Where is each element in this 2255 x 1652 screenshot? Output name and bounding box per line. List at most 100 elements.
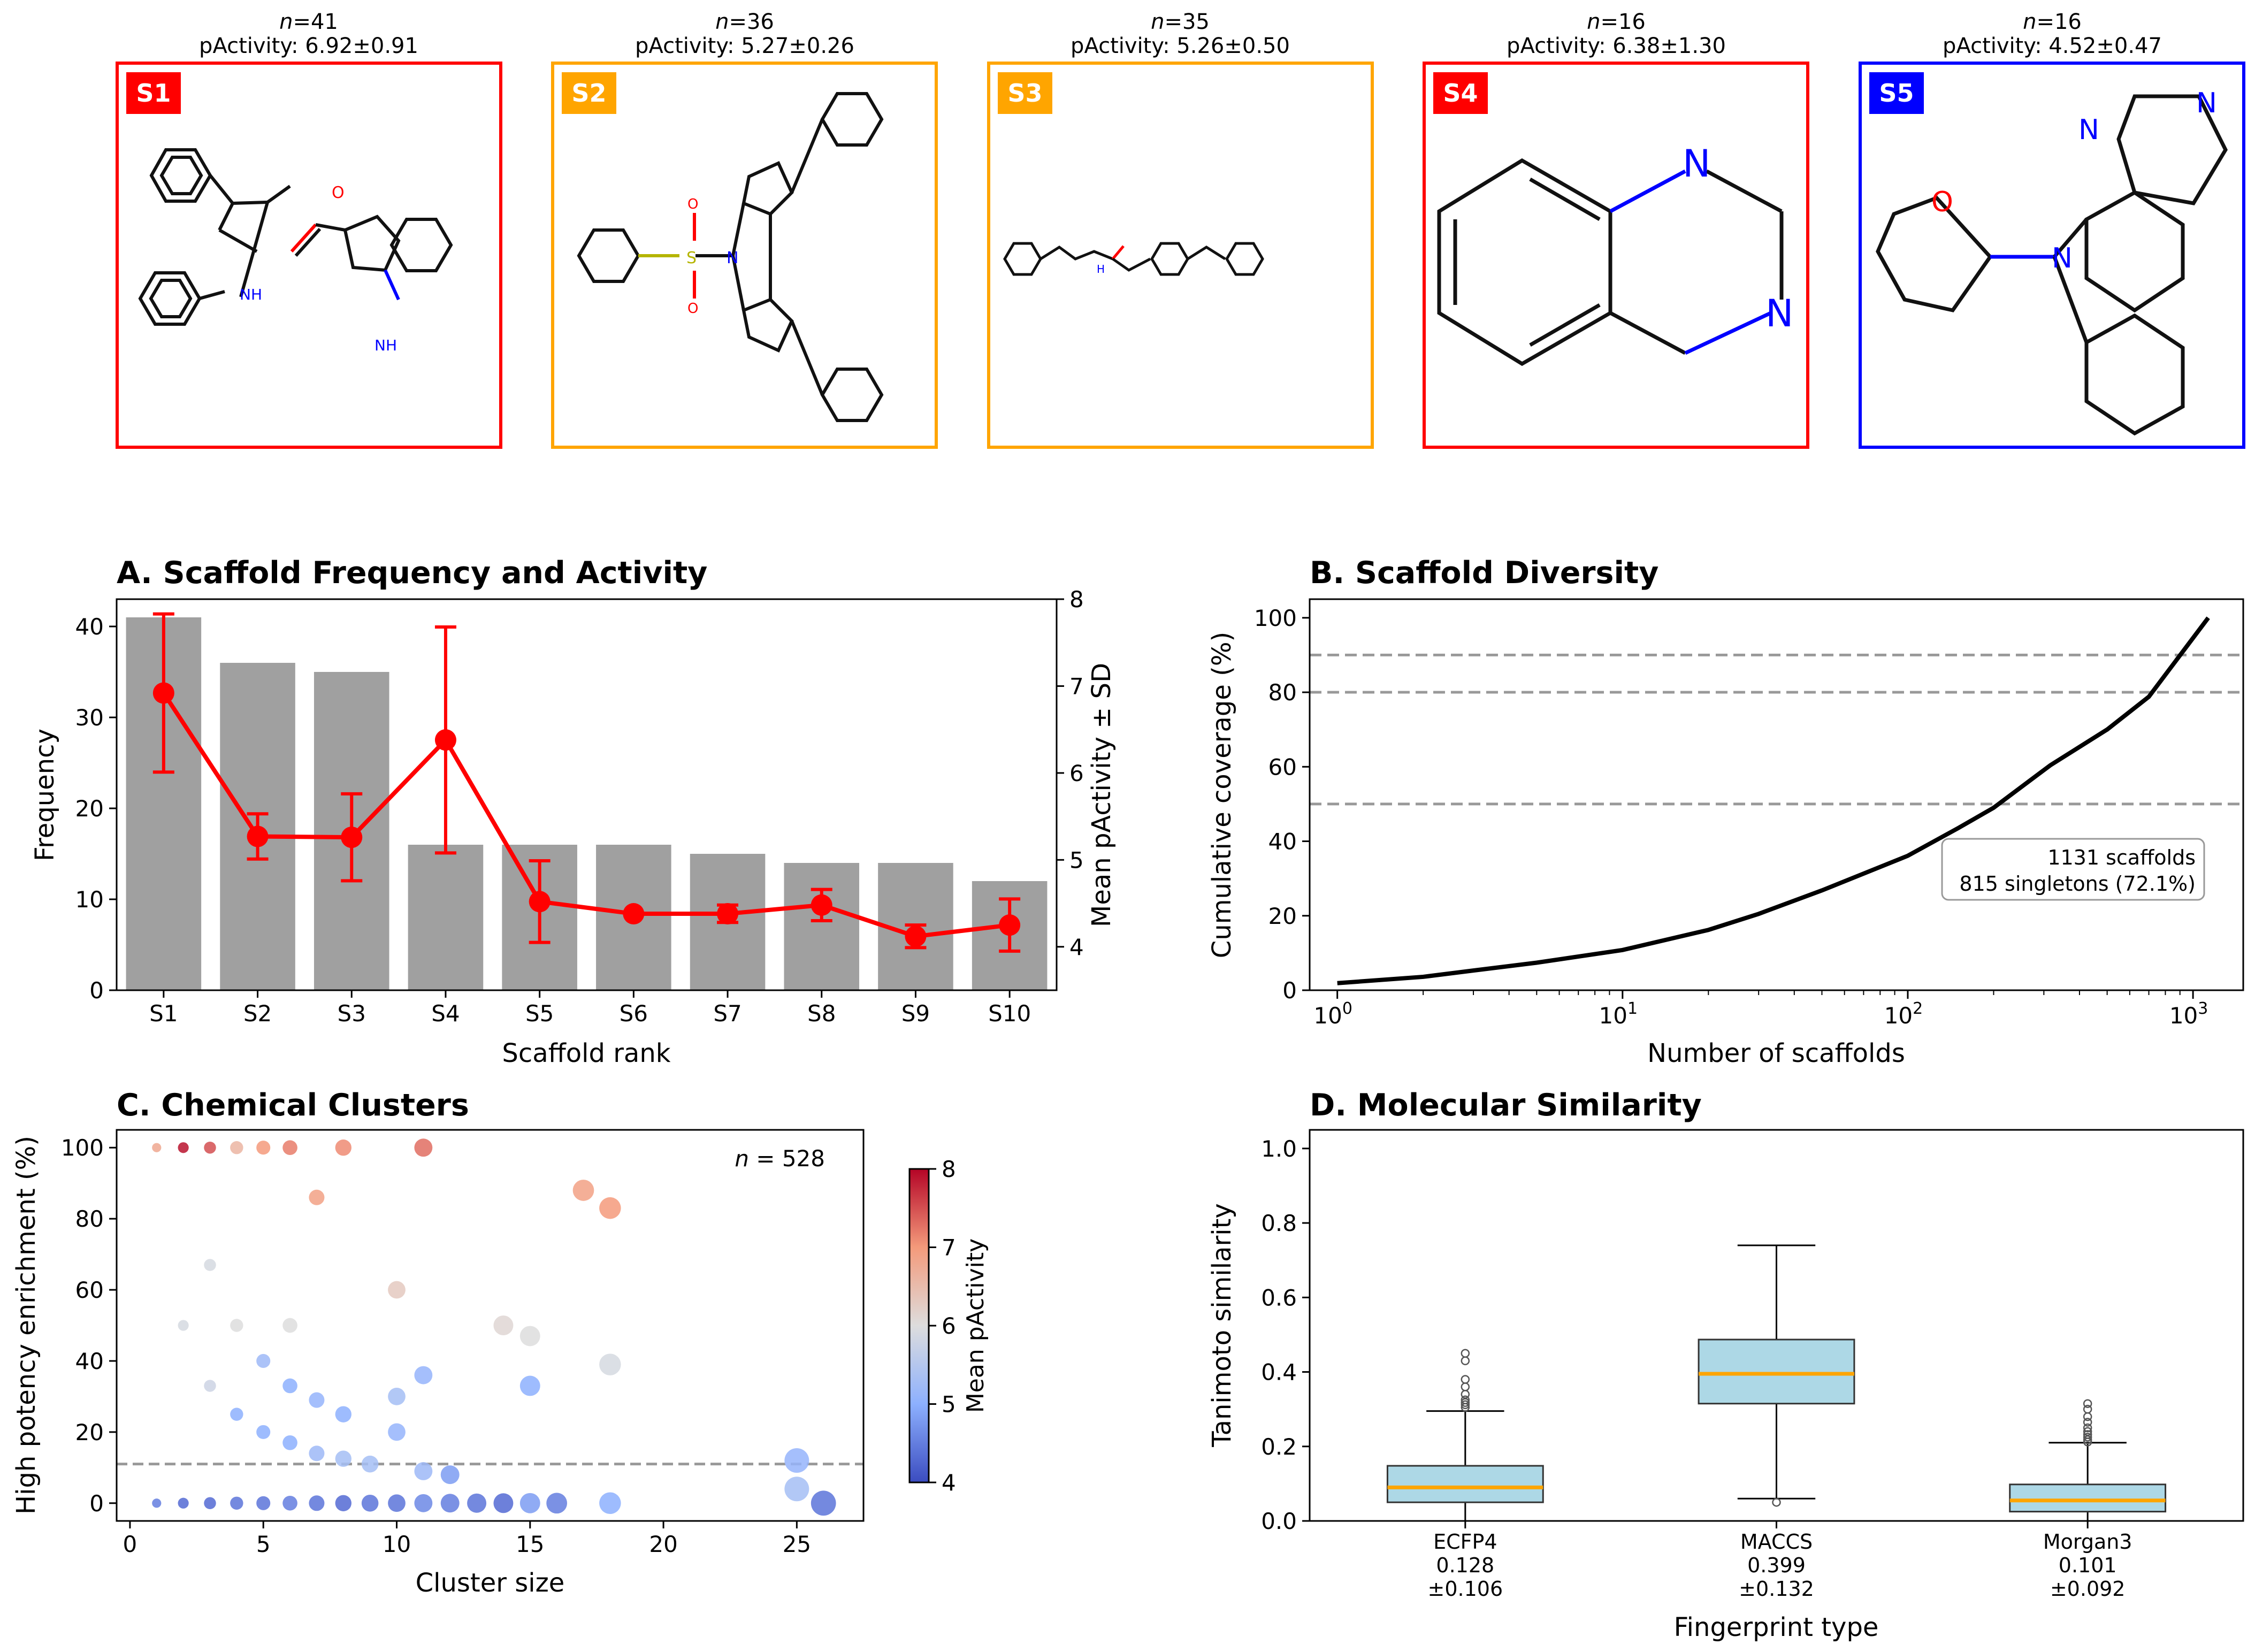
x-tick-label: S5 xyxy=(525,1000,554,1027)
y-tick-label: 80 xyxy=(75,1206,104,1232)
cluster-point xyxy=(414,1138,433,1157)
cluster-point xyxy=(230,1496,243,1510)
x-tick-mean: 0.399 xyxy=(1747,1554,1806,1577)
cluster-point xyxy=(178,1142,189,1153)
y-axis: 0 20 40 60 80 100 xyxy=(61,1135,117,1517)
scaffold-card-s5: n=16 pActivity: 4.52±0.47 S5 O N N N xyxy=(1859,10,2245,449)
activity-point xyxy=(717,903,739,925)
x-tick-label: 101 xyxy=(1599,999,1638,1029)
scaffold-card-s1: n=41 pActivity: 6.92±0.91 S1 xyxy=(116,10,502,449)
y-tick-label: 40 xyxy=(1268,829,1297,855)
cluster-point xyxy=(388,1388,406,1405)
cluster-point xyxy=(204,1497,216,1510)
svg-text:N: N xyxy=(727,249,738,267)
x-tick-label: 103 xyxy=(2169,999,2208,1029)
activity-point xyxy=(999,914,1021,936)
x-axis: 100 101 102 103 xyxy=(1313,990,2208,1029)
y-tick-right-label: 7 xyxy=(1069,673,1084,699)
y-tick-label: 10 xyxy=(75,886,104,913)
x-tick-label: S10 xyxy=(988,1000,1031,1027)
scaffold-tag xyxy=(1433,72,1488,114)
y-tick-label: 0 xyxy=(1282,977,1297,1004)
outlier-point xyxy=(1461,1395,1470,1404)
cluster-point xyxy=(519,1493,540,1513)
y-axis: 0 20 40 60 80 100 xyxy=(1254,605,1310,1004)
cluster-point xyxy=(256,1141,271,1155)
y-tick-label: 80 xyxy=(1268,679,1297,706)
cluster-point xyxy=(599,1197,621,1219)
cluster-point xyxy=(414,1366,433,1385)
cluster-point xyxy=(467,1493,487,1513)
colorbar-tick-label: 8 xyxy=(942,1156,956,1182)
outlier-point xyxy=(2083,1430,2092,1439)
x-tick-label: 20 xyxy=(649,1531,677,1557)
y-tick-label: 20 xyxy=(1268,903,1297,929)
y-tick-label: 40 xyxy=(75,1348,104,1374)
molecule-s2 xyxy=(577,92,884,422)
outlier-point xyxy=(2083,1433,2092,1442)
cluster-point xyxy=(388,1494,406,1512)
cluster-point xyxy=(440,1465,460,1485)
cluster-point xyxy=(178,1320,189,1331)
activity-point xyxy=(623,903,645,925)
scaffold-tag xyxy=(998,72,1052,114)
y-tick-label: 0.0 xyxy=(1261,1508,1297,1534)
activity-point xyxy=(341,827,363,848)
bar-series xyxy=(126,617,1048,990)
panel-a: A. Scaffold Frequency and Activity 0 10 20… xyxy=(30,555,1117,1068)
cluster-point xyxy=(784,1448,809,1473)
outlier-point xyxy=(2083,1399,2092,1408)
scaffold-frame xyxy=(1859,62,2245,449)
y-axis-label: High potency enrichment (%) xyxy=(11,1136,41,1515)
activity-line xyxy=(162,692,1010,939)
outlier-point xyxy=(2083,1435,2092,1444)
cluster-point xyxy=(335,1450,351,1467)
chart-title: A. Scaffold Frequency and Activity xyxy=(117,555,707,591)
sample-size-annotation: n = 528 xyxy=(735,1145,825,1172)
svg-text:NH: NH xyxy=(240,286,262,303)
y-tick-label: 0.8 xyxy=(1261,1210,1297,1236)
x-tick-label: 102 xyxy=(1884,999,1923,1029)
svg-text:1131 scaffolds: 1131 scaffolds xyxy=(2047,846,2196,869)
cluster-point xyxy=(335,1406,351,1422)
outlier-point xyxy=(1461,1349,1470,1358)
scaffold-tag-label: S2 xyxy=(571,79,606,108)
x-tick-sd: ±0.106 xyxy=(1428,1577,1503,1601)
colorbar-tick-label: 4 xyxy=(942,1470,956,1496)
x-tick-label: S7 xyxy=(713,1000,742,1027)
cluster-point xyxy=(309,1446,325,1462)
scaffold-count: n=16 xyxy=(1587,10,1646,34)
chart-title: D. Molecular Similarity xyxy=(1310,1088,1702,1123)
svg-text:O: O xyxy=(687,196,698,212)
y-tick-label: 1.0 xyxy=(1261,1136,1297,1162)
box xyxy=(1698,1339,1855,1405)
scaffold-card-s4: n=16 pActivity: 6.38±1.30 S4 N N xyxy=(1423,10,1809,449)
molecule-s5 xyxy=(1876,94,2228,436)
chart-title: C. Chemical Clusters xyxy=(117,1088,469,1123)
cluster-point xyxy=(572,1180,594,1201)
x-tick-label: ECFP4 xyxy=(1433,1530,1497,1554)
y-tick-label: 40 xyxy=(75,614,104,640)
scaffold-panel-row: n=41 pActivity: 6.92±0.91 S1 xyxy=(116,10,2245,449)
y-tick-right-label: 6 xyxy=(1069,760,1084,786)
cluster-point xyxy=(256,1353,271,1368)
y-tick-label: 60 xyxy=(75,1277,104,1303)
svg-text:S: S xyxy=(686,249,697,267)
y-axis-right-label: Mean pActivity ± SD xyxy=(1087,663,1117,927)
scaffold-activity: pActivity: 5.27±0.26 xyxy=(635,34,854,58)
x-tick-label: 5 xyxy=(256,1531,271,1557)
cluster-points xyxy=(152,1138,836,1516)
y-tick-label: 0.2 xyxy=(1261,1434,1297,1460)
x-tick-label: S8 xyxy=(807,1000,836,1027)
scaffold-count: n=36 xyxy=(715,10,774,34)
cluster-point xyxy=(519,1375,540,1396)
plot-frame xyxy=(116,1129,865,1522)
activity-point xyxy=(905,926,927,947)
svg-text:N: N xyxy=(1765,292,1793,335)
x-tick-mean: 0.101 xyxy=(2059,1554,2117,1577)
y-tick-label: 0 xyxy=(89,1490,104,1517)
svg-text:NH: NH xyxy=(374,336,397,354)
svg-text:N: N xyxy=(2078,114,2099,146)
